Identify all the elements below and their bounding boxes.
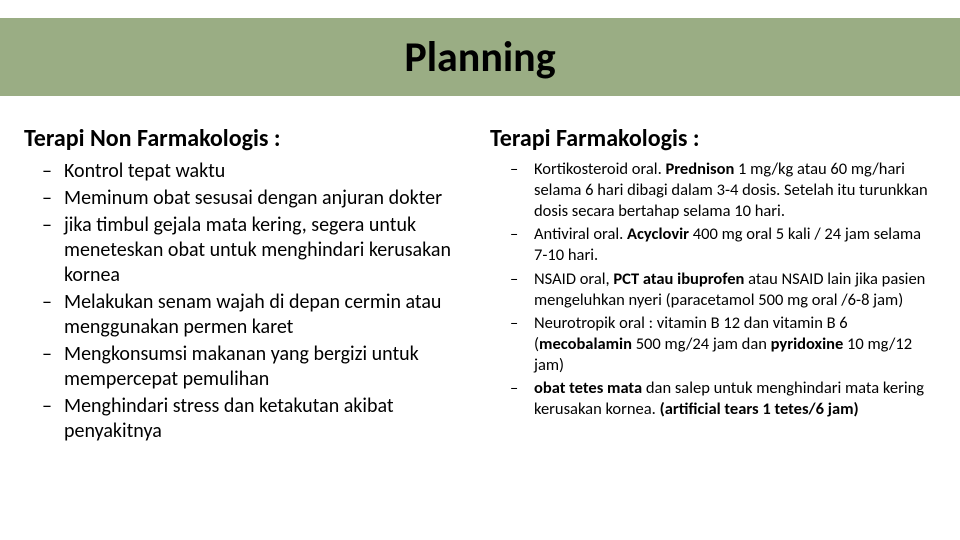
- right-list: Kortikosteroid oral. Prednison 1 mg/kg a…: [490, 159, 936, 420]
- title-bar: Planning: [0, 18, 960, 96]
- left-column: Terapi Non Farmakologis : Kontrol tepat …: [24, 124, 470, 522]
- list-item: NSAID oral, PCT atau ibuprofen atau NSAI…: [534, 269, 936, 311]
- list-item: Kontrol tepat waktu: [64, 159, 470, 184]
- right-heading: Terapi Farmakologis :: [490, 124, 936, 153]
- list-item: Antiviral oral. Acyclovir 400 mg oral 5 …: [534, 224, 936, 266]
- list-item: Kortikosteroid oral. Prednison 1 mg/kg a…: [534, 159, 936, 222]
- content-columns: Terapi Non Farmakologis : Kontrol tepat …: [24, 124, 936, 522]
- right-column: Terapi Farmakologis : Kortikosteroid ora…: [490, 124, 936, 522]
- list-item: Melakukan senam wajah di depan cermin at…: [64, 290, 470, 340]
- list-item: Meminum obat sesusai dengan anjuran dokt…: [64, 186, 470, 211]
- left-heading: Terapi Non Farmakologis :: [24, 124, 470, 153]
- list-item: jika timbul gejala mata kering, segera u…: [64, 213, 470, 288]
- left-list: Kontrol tepat waktuMeminum obat sesusai …: [24, 159, 470, 444]
- slide-title: Planning: [404, 32, 555, 83]
- list-item: Mengkonsumsi makanan yang bergizi untuk …: [64, 342, 470, 392]
- list-item: Menghindari stress dan ketakutan akibat …: [64, 394, 470, 444]
- list-item: obat tetes mata dan salep untuk menghind…: [534, 378, 936, 420]
- list-item: Neurotropik oral : vitamin B 12 dan vita…: [534, 313, 936, 376]
